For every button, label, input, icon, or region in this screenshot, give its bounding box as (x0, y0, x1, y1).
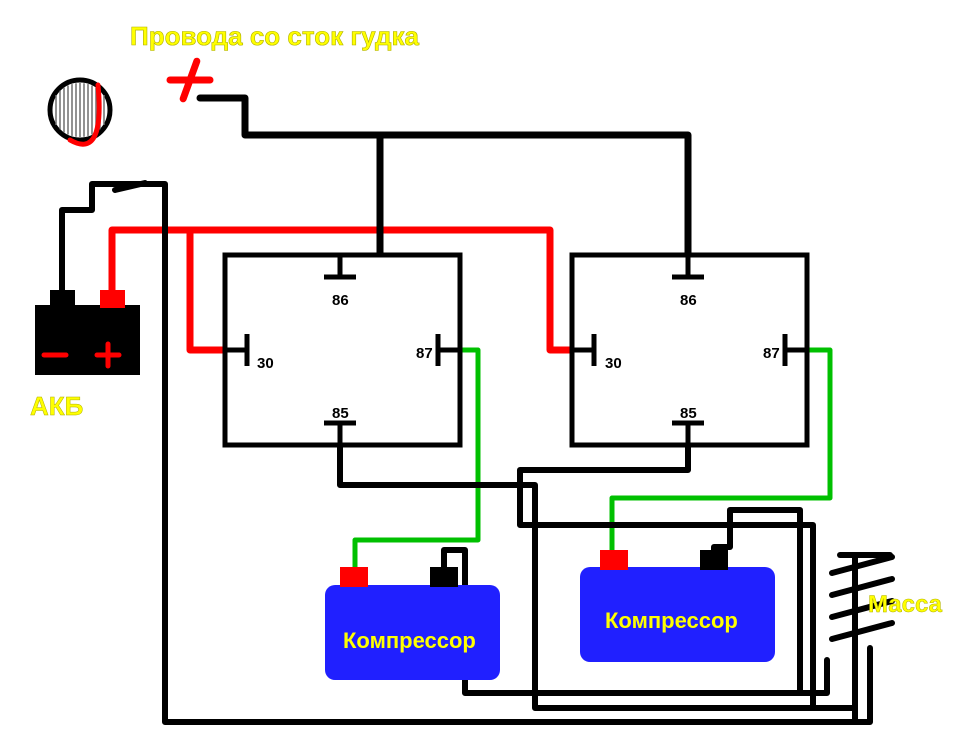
relay-left-pin86-label: 86 (332, 292, 349, 309)
title-text: Провода со сток гудка (130, 21, 420, 51)
compressor-left-label: Компрессор (343, 628, 476, 653)
relay-right-pin85-label: 85 (680, 405, 697, 422)
battery-pos-terminal (100, 290, 125, 308)
compressor-left-neg-terminal (430, 567, 458, 587)
battery-label: АКБ (30, 391, 83, 421)
compressor-left-pos-terminal (340, 567, 368, 587)
battery-body (35, 305, 140, 375)
relay-left-pin30-label: 30 (257, 355, 274, 372)
compressor-right-pos-terminal (600, 550, 628, 570)
battery-neg-terminal (50, 290, 75, 308)
relay-right-pin87-label: 87 (763, 345, 780, 362)
wiring-diagram: Провода со сток гудка АКБ 86 85 30 87 86 85 30 87… (0, 0, 960, 756)
relay-right-pin30-label: 30 (605, 355, 622, 372)
compressor-right-label: Компрессор (605, 608, 738, 633)
relay-left-pin85-label: 85 (332, 405, 349, 422)
relay-right-pin86-label: 86 (680, 292, 697, 309)
compressor-right-neg-terminal (700, 550, 728, 570)
relay-left-pin87-label: 87 (416, 345, 433, 362)
ground-label: Масса (868, 591, 943, 618)
